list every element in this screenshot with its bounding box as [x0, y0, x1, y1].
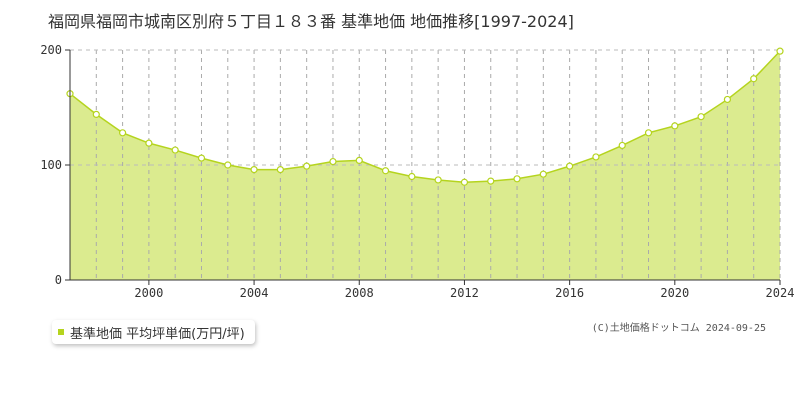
- x-tick-label: 2008: [345, 286, 374, 300]
- series-area: [70, 51, 780, 281]
- data-point: [303, 162, 311, 170]
- data-point: [434, 176, 442, 184]
- x-tick-label: 2020: [660, 286, 689, 300]
- y-tick-label: 0: [55, 273, 62, 287]
- data-point: [197, 154, 206, 162]
- data-point: [355, 156, 363, 164]
- data-point: [460, 178, 469, 186]
- data-point: [539, 170, 547, 178]
- data-point: [566, 162, 574, 170]
- y-tick-label: 100: [40, 158, 62, 172]
- legend: 基準地価 平均坪単価(万円/坪): [52, 320, 255, 344]
- data-point: [618, 141, 626, 150]
- data-point: [644, 129, 653, 137]
- series-line: [69, 50, 781, 184]
- legend-label: 基準地価 平均坪単価(万円/坪): [70, 326, 245, 342]
- chart-title: 福岡県福岡市城南区別府５丁目１８３番 基準地価 地価推移[1997-2024]: [48, 12, 574, 31]
- data-point: [776, 47, 784, 55]
- data-point: [118, 129, 127, 137]
- data-point: [224, 161, 232, 169]
- data-point: [250, 166, 258, 174]
- data-point: [723, 95, 732, 104]
- x-tick-label: 2016: [555, 286, 584, 300]
- copyright-text: (C)土地価格ドットコム 2024-09-25: [591, 323, 766, 334]
- data-point: [487, 177, 495, 185]
- data-point: [750, 75, 758, 83]
- x-tick-label: 2012: [450, 286, 479, 300]
- data-point: [408, 172, 416, 181]
- data-point: [92, 110, 100, 119]
- data-point: [276, 166, 284, 174]
- legend-swatch: [58, 329, 64, 335]
- data-point: [381, 167, 390, 175]
- data-point: [697, 113, 705, 121]
- y-tick-label: 200: [40, 43, 62, 57]
- data-point: [171, 146, 179, 154]
- data-point: [592, 153, 600, 161]
- x-tick-label: 2000: [134, 286, 163, 300]
- data-point: [671, 122, 679, 130]
- data-point: [329, 157, 337, 166]
- x-tick-label: 2004: [240, 286, 269, 300]
- x-tick-label: 2024: [766, 286, 795, 300]
- data-point: [145, 139, 153, 147]
- data-point: [513, 175, 521, 183]
